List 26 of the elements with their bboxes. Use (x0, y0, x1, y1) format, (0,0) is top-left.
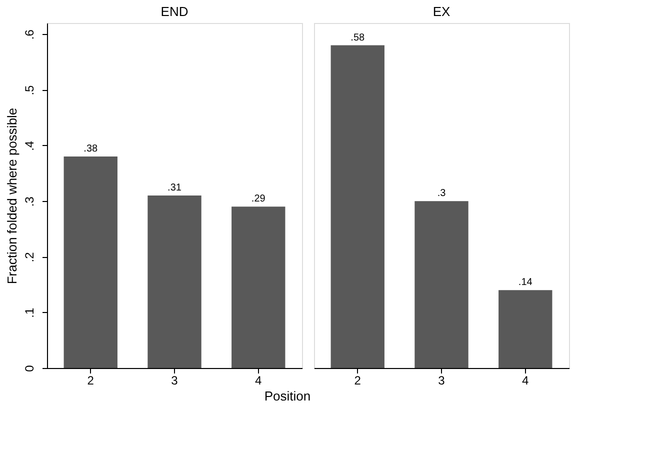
bar (232, 206, 286, 368)
data-label: .29 (251, 194, 266, 205)
y-tick-label: .3 (22, 196, 36, 207)
chart-title: END (160, 4, 188, 19)
x-tick-label: 2 (354, 374, 362, 388)
x-tick-label: 3 (438, 374, 446, 388)
data-label: .31 (168, 182, 182, 194)
data-label: .3 (437, 188, 446, 200)
x-tick-label: 4 (255, 374, 262, 388)
bar (64, 156, 118, 368)
y-tick-label: .4 (22, 140, 36, 151)
y-axis-title: Fraction folded where possible (4, 108, 20, 284)
data-label: .14 (518, 277, 533, 288)
x-axis-title: Position (264, 388, 311, 404)
x-tick-label: 4 (522, 374, 530, 388)
bar (148, 196, 202, 368)
y-tick-label: .2 (22, 252, 36, 262)
x-tick-label: 2 (87, 374, 94, 388)
y-tick-label: 0 (22, 364, 36, 372)
y-tick-label: .5 (22, 84, 36, 96)
y-tick-label: .6 (22, 29, 36, 40)
y-tick-label: .1 (22, 308, 36, 318)
data-label: .38 (84, 144, 98, 155)
chart-title: EX (432, 4, 450, 19)
data-label: .58 (350, 32, 366, 44)
x-tick-label: 3 (171, 374, 178, 388)
